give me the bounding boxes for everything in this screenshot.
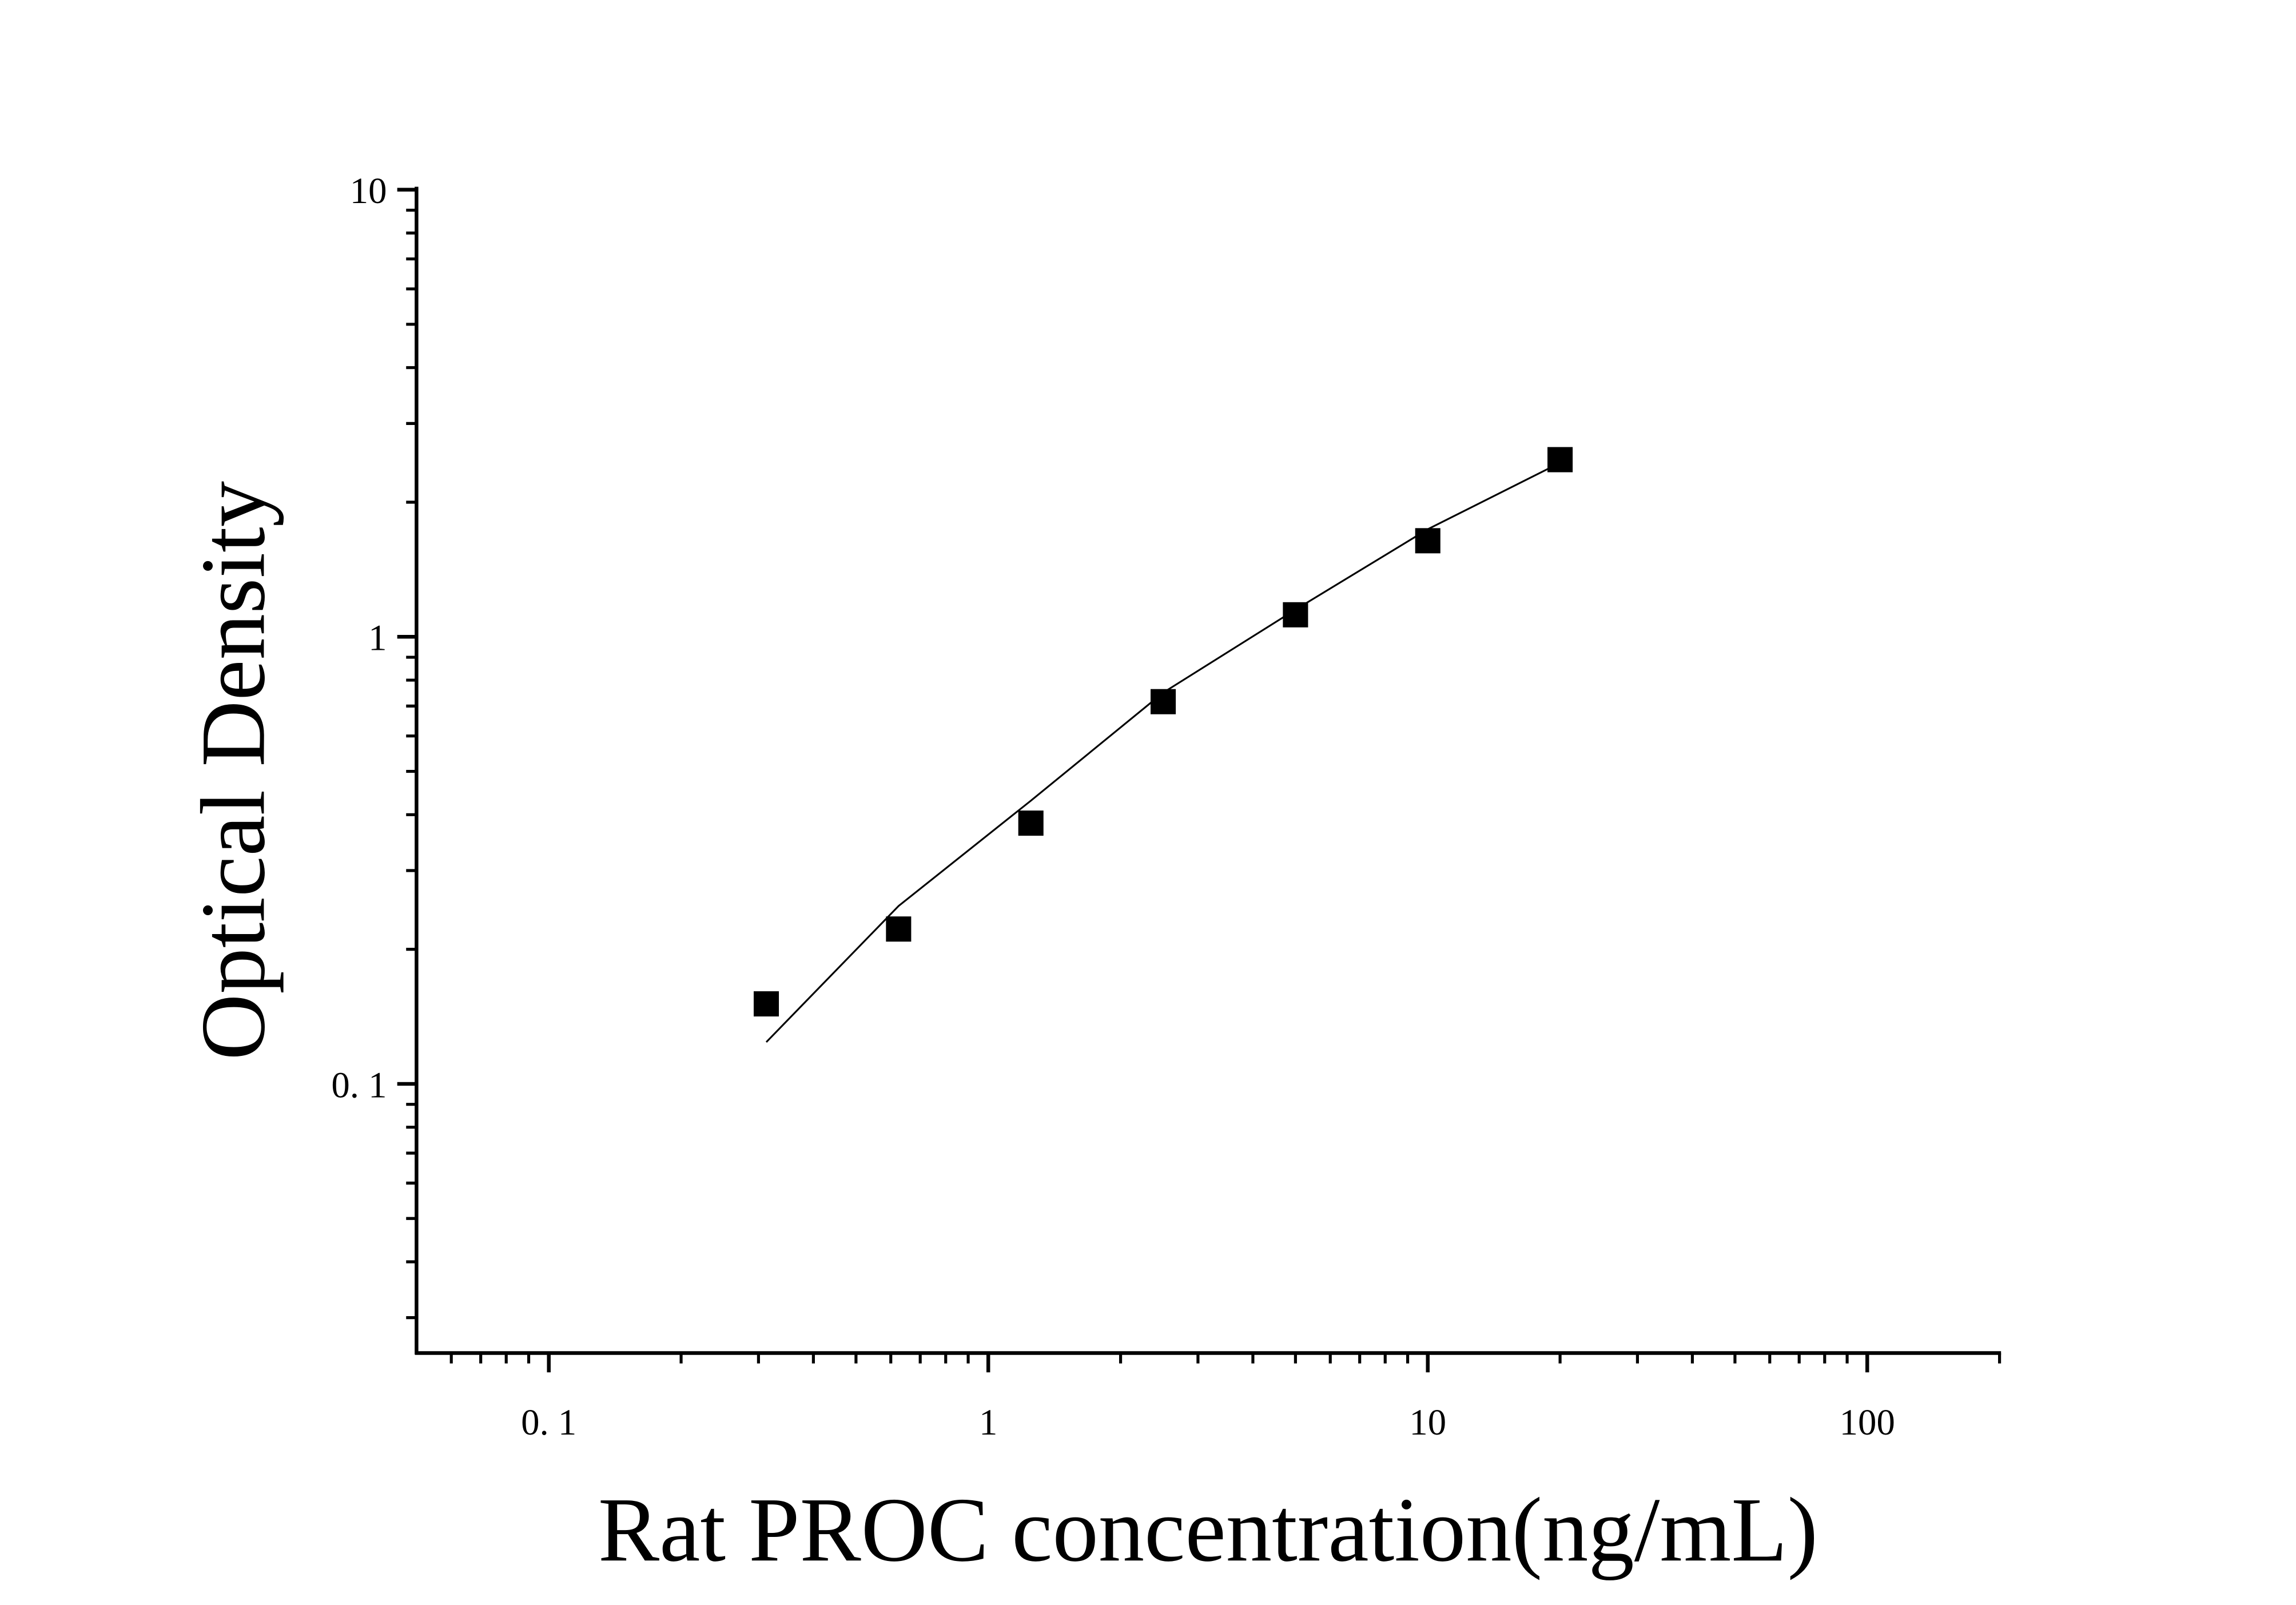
x-tick-label: 1 <box>979 1402 997 1443</box>
y-tick-label: 0. 1 <box>331 1064 387 1106</box>
x-tick-label: 10 <box>1409 1402 1446 1443</box>
y-axis-title: Optical Density <box>182 481 284 1060</box>
y-tick-label: 1 <box>368 618 387 659</box>
x-tick-label: 100 <box>1840 1402 1895 1443</box>
data-point <box>1547 447 1573 472</box>
data-point <box>1415 528 1441 554</box>
data-point <box>1018 811 1044 836</box>
x-axis-title: Rat PROC concentration(ng/mL) <box>598 1479 1818 1580</box>
fit-curve <box>765 462 1561 1043</box>
data-point <box>1151 689 1176 714</box>
x-tick-label: 0. 1 <box>521 1402 576 1443</box>
data-point <box>1283 602 1308 627</box>
data-point <box>753 991 779 1017</box>
y-tick-label: 10 <box>350 170 387 212</box>
data-point <box>886 916 912 942</box>
